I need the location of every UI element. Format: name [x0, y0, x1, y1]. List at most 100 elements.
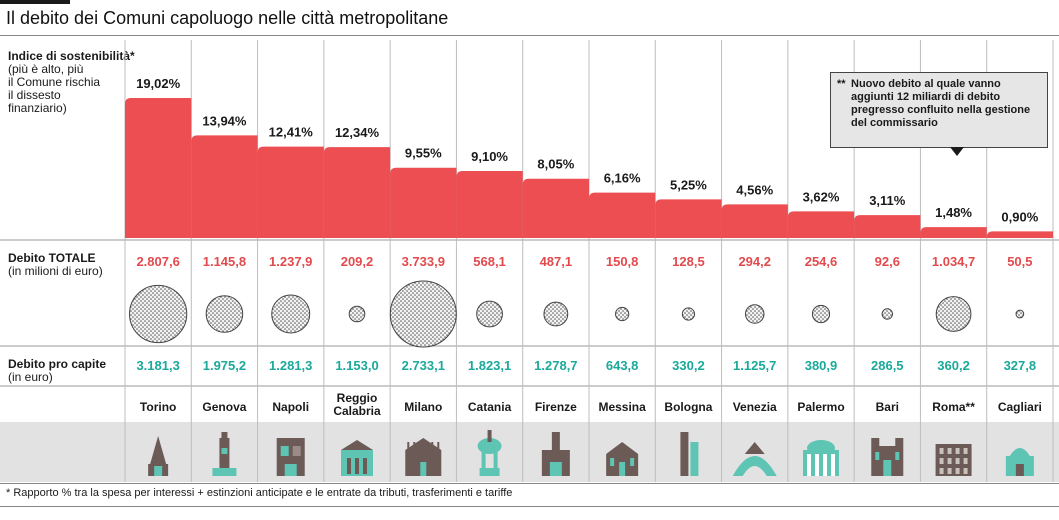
- debito-totale-value-10: 254,6: [805, 254, 838, 269]
- bar-2: [257, 146, 324, 238]
- indice-label-title: Indice di sostenibilità*: [8, 49, 135, 63]
- roma-debt-note: ** Nuovo debito al quale vanno aggiunti …: [830, 72, 1048, 148]
- indice-label-9: 4,56%: [736, 182, 773, 197]
- indice-label-10: 3,62%: [803, 189, 840, 204]
- bar-11: [854, 215, 921, 238]
- debito-totale-value-3: 209,2: [341, 254, 374, 269]
- debito-totale-value-5: 568,1: [473, 254, 506, 269]
- indice-label-5: 9,10%: [471, 149, 508, 164]
- debito-totale-circle-9: [744, 304, 765, 324]
- bar-12: [920, 227, 987, 238]
- pro-capite-value-6: 1.278,7: [534, 358, 577, 373]
- palazzo-vecchio-icon: [541, 432, 570, 476]
- debito-totale-value-6: 487,1: [540, 254, 573, 269]
- top-accent-bar: [0, 0, 70, 4]
- bar-3: [323, 147, 391, 238]
- colosseum-icon: [935, 444, 972, 476]
- indice-label-13: 0,90%: [1001, 209, 1038, 224]
- city-label-7-0: Messina: [598, 400, 646, 414]
- pro-capite-label-unit: (in euro): [8, 370, 53, 384]
- bottom-divider: [0, 506, 1059, 507]
- footnote-divider: [0, 483, 1059, 484]
- city-label-3-1: Calabria: [333, 404, 381, 418]
- debito-totale-value-8: 128,5: [672, 254, 705, 269]
- debito-totale-value-0: 2.807,6: [136, 254, 179, 269]
- indice-label-11: 3,11%: [869, 193, 906, 208]
- basilica-bari-icon: [871, 438, 904, 476]
- debt-chart: 19,02% 2.807,6 3.181,3 Torino 13,94% 1.145,8 1…: [0, 40, 1059, 482]
- bar-9: [721, 204, 788, 238]
- indice-label-line-4: finanziario): [8, 101, 67, 115]
- city-label-2-0: Napoli: [272, 400, 309, 414]
- debito-totale-value-1: 1.145,8: [203, 254, 246, 269]
- indice-label-line-3: il dissesto: [8, 88, 61, 102]
- bar-1: [191, 135, 258, 238]
- debito-totale-value-9: 294,2: [738, 254, 771, 269]
- indice-label-8: 5,25%: [670, 177, 707, 192]
- bastione-icon: [1005, 448, 1034, 476]
- debito-totale-circle-12: [935, 296, 972, 332]
- debito-totale-circle-1: [205, 295, 244, 333]
- duomo-milano-icon: [405, 438, 442, 476]
- pro-capite-value-2: 1.281,3: [269, 358, 312, 373]
- city-label-10-0: Palermo: [797, 400, 844, 414]
- duomo-reggio-icon: [341, 440, 373, 476]
- chart-title: Il debito dei Comuni capoluogo nelle cit…: [6, 8, 449, 28]
- city-label-8-0: Bologna: [664, 400, 712, 414]
- mole-antonelliana-icon: [148, 436, 169, 476]
- debito-totale-circle-11: [881, 308, 893, 320]
- debito-totale-circle-5: [476, 300, 503, 328]
- maschio-angioino-icon: [276, 438, 305, 476]
- pro-capite-value-1: 1.975,2: [203, 358, 246, 373]
- lanterna-icon: [212, 432, 237, 476]
- debito-totale-circle-0: [129, 284, 188, 344]
- debito-totale-circle-2: [271, 294, 311, 334]
- debito-totale-circle-13: [1015, 309, 1025, 319]
- debito-totale-value-7: 150,8: [606, 254, 639, 269]
- pro-capite-value-11: 286,5: [871, 358, 904, 373]
- city-label-4-0: Milano: [404, 400, 442, 414]
- city-label-0-0: Torino: [140, 400, 176, 414]
- bar-0: [125, 98, 192, 238]
- debito-totale-circle-4: [389, 280, 457, 348]
- pro-capite-value-9: 1.125,7: [733, 358, 776, 373]
- indice-label-3: 12,34%: [335, 125, 380, 140]
- indice-label-1: 13,94%: [202, 113, 247, 128]
- pro-capite-value-10: 380,9: [805, 358, 838, 373]
- duomo-messina-icon: [606, 442, 639, 476]
- indice-label-6: 8,05%: [537, 157, 574, 172]
- note-star: **: [837, 78, 846, 90]
- pro-capite-value-8: 330,2: [672, 358, 705, 373]
- note-pointer: [950, 147, 964, 156]
- debito-totale-value-12: 1.034,7: [932, 254, 975, 269]
- debito-totale-row-label: Debito TOTALE (in milioni di euro): [8, 252, 103, 278]
- debito-totale-circle-3: [348, 305, 366, 323]
- rialto-bridge-icon: [732, 442, 777, 476]
- debito-totale-label-unit: (in milioni di euro): [8, 264, 103, 278]
- debito-totale-value-11: 92,6: [875, 254, 900, 269]
- debito-totale-value-4: 3.733,9: [402, 254, 445, 269]
- title-divider: [0, 35, 1059, 36]
- indice-label-4: 9,55%: [405, 146, 442, 161]
- indice-label-line-1: (più è alto, più: [8, 62, 84, 76]
- bar-7: [589, 192, 656, 238]
- bar-13: [986, 231, 1053, 238]
- indice-label-7: 6,16%: [604, 171, 641, 186]
- bar-10: [787, 211, 855, 238]
- indice-label-0: 19,02%: [136, 76, 181, 91]
- indice-label-12: 1,48%: [935, 205, 972, 220]
- pro-capite-value-4: 2.733,1: [402, 358, 445, 373]
- bar-8: [655, 199, 722, 238]
- pro-capite-value-7: 643,8: [606, 358, 639, 373]
- debito-totale-circle-10: [811, 304, 831, 324]
- debito-totale-value-2: 1.237,9: [269, 254, 312, 269]
- debito-totale-value-13: 50,5: [1007, 254, 1032, 269]
- city-label-13-0: Cagliari: [998, 400, 1042, 414]
- indice-label-2: 12,41%: [269, 125, 314, 140]
- pro-capite-value-3: 1.153,0: [335, 358, 378, 373]
- footnote: * Rapporto % tra la spesa per interessi …: [6, 487, 513, 499]
- indice-row-label: Indice di sostenibilità* (più è alto, pi…: [8, 50, 135, 115]
- city-label-1-0: Genova: [202, 400, 246, 414]
- city-label-6-0: Firenze: [535, 400, 577, 414]
- city-label-5-0: Catania: [468, 400, 512, 414]
